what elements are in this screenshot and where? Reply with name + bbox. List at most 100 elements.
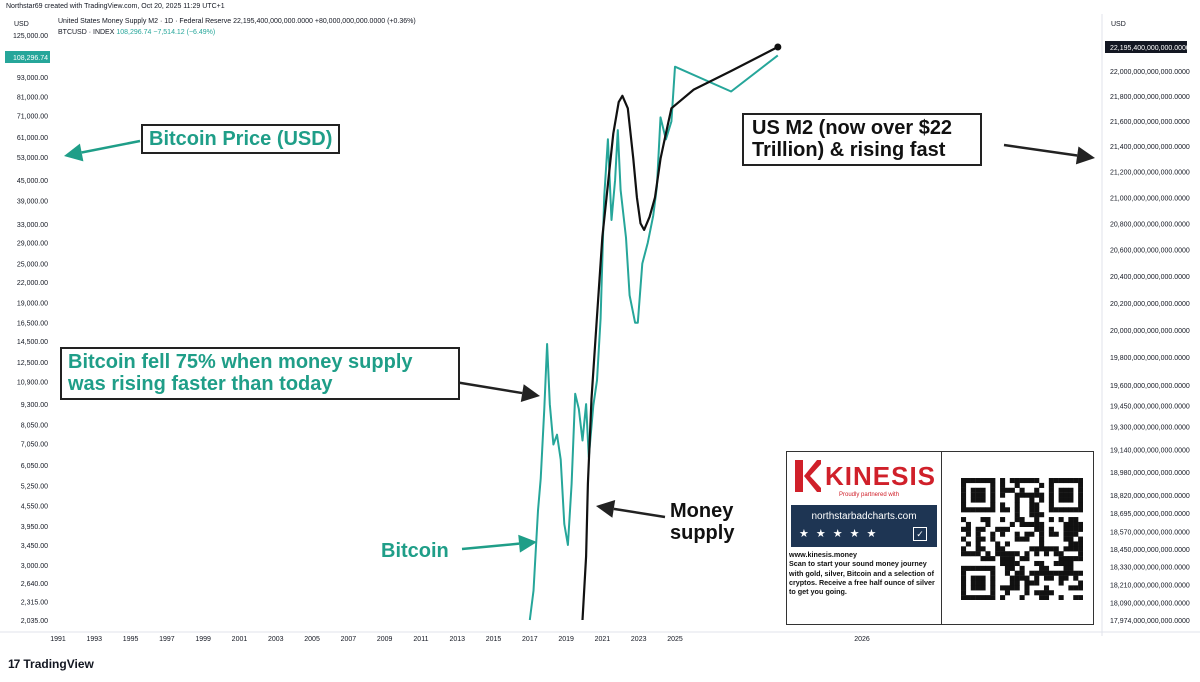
right-axis-tick: 18,695,000,000,000.0000 — [1110, 511, 1190, 518]
left-axis-tick: 16,500.00 — [17, 321, 48, 328]
left-axis-tick: 19,000.00 — [17, 301, 48, 308]
right-axis-tick: 22,000,000,000,000.0000 — [1110, 69, 1190, 76]
left-axis-tick: 3,000.00 — [21, 563, 48, 570]
legend-btc[interactable]: BTCUSD · INDEX 108,296.74 −7,514.12 (−6.… — [58, 29, 215, 36]
right-axis-tick: 19,600,000,000,000.0000 — [1110, 383, 1190, 390]
left-axis-unit: USD — [14, 21, 29, 28]
left-axis-tick: 81,000.00 — [17, 95, 48, 102]
time-axis-tick: 1993 — [87, 636, 103, 643]
time-axis-tick: 2015 — [486, 636, 502, 643]
right-axis-tick: 21,800,000,000,000.0000 — [1110, 94, 1190, 101]
left-axis-tick: 2,315.00 — [21, 600, 48, 607]
northstar-badge: northstarbadcharts.com ★★★★★ ✓ — [791, 505, 937, 547]
time-axis-tick: 2013 — [449, 636, 465, 643]
arrow-bitcoin — [461, 534, 537, 553]
left-axis-tick: 2,640.00 — [21, 581, 48, 588]
left-axis-tick: 71,000.00 — [17, 113, 48, 120]
left-axis-tick: 9,300.00 — [21, 402, 48, 409]
time-axis-tick: 2003 — [268, 636, 284, 643]
left-axis-tick: 108,296.74 — [13, 55, 48, 62]
right-axis-tick: 21,400,000,000,000.0000 — [1110, 144, 1190, 151]
left-axis-tick: 33,000.00 — [17, 222, 48, 229]
callout-btc-price: Bitcoin Price (USD) — [141, 124, 341, 155]
legend-btc-value: 108,296.74 — [116, 29, 152, 36]
star-rating-icon: ★★★★★ — [799, 528, 884, 540]
btc-price-line — [528, 54, 779, 621]
time-axis-tick: 2019 — [558, 636, 574, 643]
time-axis-tick: 1997 — [159, 636, 175, 643]
left-axis-tick: 7,050.00 — [21, 441, 48, 448]
right-axis-tick: 18,090,000,000,000.0000 — [1110, 601, 1190, 608]
right-axis-tick: 18,330,000,000,000.0000 — [1110, 565, 1190, 572]
time-axis-tick: 2023 — [631, 636, 647, 643]
label-bitcoin: Bitcoin — [381, 540, 449, 562]
right-axis-current-badge — [1105, 41, 1187, 53]
kinesis-logo: KINESIS — [793, 458, 936, 494]
time-axis-tick: 2009 — [377, 636, 393, 643]
left-axis-tick: 2,035.00 — [21, 618, 48, 625]
legend-m2-name: United States Money Supply M2 · 1D · Fed… — [58, 18, 232, 25]
ad-copy: www.kinesis.money Scan to start your sou… — [789, 550, 939, 597]
kinesis-ad[interactable]: KINESIS Proudly partnered with northstar… — [786, 451, 1094, 625]
left-axis-tick: 14,500.00 — [17, 339, 48, 346]
left-axis-tick: 8,050.00 — [21, 423, 48, 430]
right-axis-tick: 20,400,000,000,000.0000 — [1110, 274, 1190, 281]
time-axis: 1991 1993 1995 1997 1999 2001 2003 2005 2007 2009… — [0, 631, 1200, 643]
qr-code-icon[interactable] — [961, 478, 1083, 600]
legend-btc-name: BTCUSD · INDEX — [58, 29, 115, 36]
checkbox-icon: ✓ — [913, 527, 927, 541]
left-axis-tick: 6,050.00 — [21, 463, 48, 470]
callout-us-m2: US M2 (now over $22 Trillion) & rising f… — [742, 113, 982, 166]
right-axis-unit: USD — [1111, 21, 1126, 28]
time-axis-tick: 2021 — [595, 636, 611, 643]
legend-m2-value: 22,195,400,000,000.0000 — [233, 18, 313, 25]
label-money-supply: Money supply — [670, 500, 735, 544]
time-axis-tick: 1995 — [123, 636, 139, 643]
tradingview-brand: TradingView — [23, 657, 94, 671]
m2-supply-line — [581, 46, 779, 621]
time-axis-tick: 2001 — [232, 636, 248, 643]
right-axis-tick: 20,000,000,000,000.0000 — [1110, 328, 1190, 335]
arrow-btc-fell — [454, 380, 540, 402]
time-axis-tick: 1999 — [195, 636, 211, 643]
left-axis-tick: 125,000.00 — [13, 33, 48, 40]
northstar-site: northstarbadcharts.com — [811, 511, 917, 522]
right-axis-tick: 19,300,000,000,000.0000 — [1110, 425, 1190, 432]
chart-series — [528, 43, 782, 621]
right-axis-tick: 18,450,000,000,000.0000 — [1110, 547, 1190, 554]
right-axis-tick: 18,210,000,000,000.0000 — [1110, 583, 1190, 590]
time-axis-tick: 2026 — [854, 636, 870, 643]
left-axis-tick: 93,000.00 — [17, 75, 48, 82]
right-axis-tick: 22,195,400,000,000.0000 — [1110, 45, 1190, 52]
right-axis-tick: 18,570,000,000,000.0000 — [1110, 529, 1190, 536]
ad-text: Scan to start your sound money journey w… — [789, 559, 935, 597]
chart-caption: Northstar69 created with TradingView.com… — [6, 3, 225, 10]
right-axis-tick: 20,800,000,000,000.0000 — [1110, 221, 1190, 228]
ad-tagline: Proudly partnered with — [839, 492, 900, 498]
time-axis-tick: 2017 — [522, 636, 538, 643]
right-axis-tick: 17,974,000,000,000.0000 — [1110, 618, 1190, 625]
left-axis-tick: 3,950.00 — [21, 524, 48, 531]
arrow-btc-price — [64, 139, 141, 162]
left-axis-tick: 45,000.00 — [17, 178, 48, 185]
legend-m2[interactable]: United States Money Supply M2 · 1D · Fed… — [58, 18, 416, 25]
time-axis-tick: 1991 — [50, 636, 66, 643]
left-axis-current-badge — [5, 51, 50, 63]
ad-url[interactable]: www.kinesis.money — [789, 550, 858, 559]
ad-info-panel: KINESIS Proudly partnered with northstar… — [787, 452, 942, 624]
right-axis-tick: 18,820,000,000,000.0000 — [1110, 493, 1190, 500]
left-axis-tick: 29,000.00 — [17, 241, 48, 248]
legend-m2-change: +80,000,000,000.0000 (+0.36%) — [314, 18, 416, 25]
right-axis-tick: 21,200,000,000,000.0000 — [1110, 170, 1190, 177]
right-axis-tick: 19,450,000,000,000.0000 — [1110, 404, 1190, 411]
arrow-money-supply — [596, 499, 666, 519]
arrow-us-m2 — [1003, 143, 1095, 165]
left-price-axis: 125,000.00 108,296.74 93,000.00 81,000.00 71… — [5, 33, 50, 625]
tradingview-logo-icon: 17 — [8, 657, 20, 671]
right-axis-tick: 21,600,000,000,000.0000 — [1110, 119, 1190, 126]
right-axis-tick: 19,140,000,000,000.0000 — [1110, 447, 1190, 454]
time-axis-tick: 2011 — [413, 636, 428, 643]
annotation-arrows — [64, 139, 1095, 553]
left-axis-tick: 39,000.00 — [17, 198, 48, 205]
